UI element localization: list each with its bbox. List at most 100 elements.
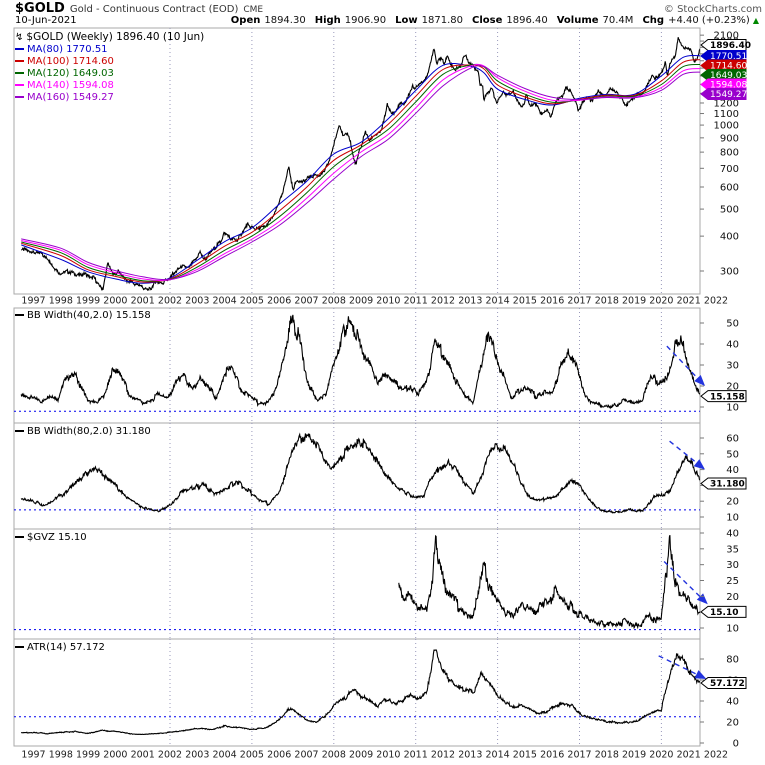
- x-axis-year-label: 2021: [677, 296, 701, 307]
- svg-text:1594.08: 1594.08: [710, 81, 747, 91]
- x-axis-year-label: 2003: [185, 750, 209, 761]
- panel-border: [13, 528, 701, 640]
- ma100-color-swatch: [15, 60, 24, 62]
- legend-item-ma80: MA(80) 1770.51: [15, 44, 204, 56]
- y-axis-label: 300: [720, 267, 739, 278]
- x-axis-year-label: 2009: [349, 296, 373, 307]
- quote-row: 10-Jun-2021 Open 1894.30 High 1906.90 Low 187…: [15, 15, 759, 26]
- quote-value: 1906.90: [344, 15, 387, 26]
- svg-text:57.172: 57.172: [710, 679, 745, 689]
- series-line--gvz: [398, 534, 700, 630]
- x-axis-year-label: 2006: [267, 296, 291, 307]
- exchange-label: CME: [243, 5, 264, 15]
- x-axis-year-label: 2016: [540, 750, 564, 761]
- quote-label: Chg: [642, 15, 665, 26]
- y-axis-label: 10: [726, 624, 739, 635]
- x-axis-year-label: 2000: [103, 296, 127, 307]
- x-axis-year-label: 2012: [431, 750, 455, 761]
- quote-label: Close: [471, 15, 503, 26]
- ma160-color-swatch: [15, 96, 24, 98]
- x-axis-year-label: 2019: [622, 750, 646, 761]
- x-axis-year-label: 2005: [240, 750, 264, 761]
- trend-arrow-head: [694, 670, 707, 679]
- ma160-value: 1549.27: [72, 92, 114, 103]
- x-axis-year-label: 2010: [376, 296, 400, 307]
- x-axis-year-label: 2006: [267, 750, 291, 761]
- x-axis-year-label: 2020: [649, 750, 673, 761]
- x-axis-year-label: 2002: [158, 296, 182, 307]
- ma120-color-swatch: [15, 72, 24, 74]
- quote-value: +4.40 (+0.23%): [668, 15, 750, 26]
- x-axis-year-label: 2015: [513, 296, 537, 307]
- ma140-value: 1594.08: [72, 80, 114, 91]
- ma100-value: 1714.60: [72, 56, 114, 67]
- x-axis-year-label: 2002: [158, 750, 182, 761]
- main-chart-legend: ↯ $GOLD (Weekly) 1896.40 (10 Jun) MA(80) …: [15, 29, 204, 104]
- series-line-bb-width-80-2-0-: [20, 432, 700, 514]
- x-axis-year-label: 1997: [21, 750, 45, 761]
- y-axis-label: 80: [726, 655, 739, 666]
- chart-date: 10-Jun-2021: [15, 15, 77, 26]
- x-axis-year-label: 2022: [704, 750, 728, 761]
- ma80-label: MA(80): [27, 44, 63, 55]
- trend-arrow-line: [666, 345, 698, 379]
- y-axis-label: 600: [720, 182, 739, 193]
- quote-bar: Open 1894.30 High 1906.90 Low 1871.80 Close 189…: [222, 15, 759, 26]
- chart-header: $GOLD Gold - Continuous Contract (EOD) C…: [15, 1, 762, 16]
- svg-text:15.10: 15.10: [710, 608, 738, 618]
- x-axis-year-label: 2011: [404, 750, 428, 761]
- series-line-ma-80-: [21, 54, 700, 284]
- svg-text:1770.51: 1770.51: [710, 52, 747, 62]
- y-axis-label: 30: [726, 560, 739, 571]
- trend-arrow-line: [658, 655, 697, 675]
- bbwidth40-value: 15.158: [115, 310, 151, 321]
- legend-item-ma100: MA(100) 1714.60: [15, 56, 204, 68]
- panel-border: [13, 307, 701, 424]
- series-line-bb-width-40-2-0-: [20, 314, 700, 410]
- x-axis-year-label: 2009: [349, 750, 373, 761]
- y-axis-label: 0: [733, 739, 739, 750]
- x-axis-year-label: 2005: [240, 296, 264, 307]
- x-axis-year-label: 2019: [622, 296, 646, 307]
- y-axis-label: 50: [726, 449, 739, 460]
- x-axis-year-label: 2008: [322, 296, 346, 307]
- x-axis-year-label: 2021: [677, 750, 701, 761]
- x-axis-year-label: 2015: [513, 750, 537, 761]
- y-axis-label: 20: [726, 382, 739, 393]
- legend-item-ma120: MA(120) 1649.03: [15, 68, 204, 80]
- y-axis-label: 800: [720, 148, 739, 159]
- ma140-color-swatch: [15, 84, 24, 86]
- ma120-label: MA(120): [27, 68, 70, 79]
- x-axis-year-label: 1998: [49, 750, 73, 761]
- x-axis-year-label: 2016: [540, 296, 564, 307]
- gvz-color-swatch: [15, 536, 24, 538]
- svg-text:15.158: 15.158: [710, 392, 745, 402]
- panel-border: [13, 27, 701, 295]
- bbwidth40-legend: BB Width(40,2.0) 15.158: [15, 310, 151, 322]
- chart-tool-icon[interactable]: ↯: [15, 32, 24, 43]
- atr-color-swatch: [15, 646, 24, 648]
- axis-value-bubble: 1896.40: [700, 39, 751, 51]
- ma140-label: MA(140): [27, 80, 70, 91]
- y-axis-label: 40: [726, 697, 739, 708]
- ma100-label: MA(100): [27, 56, 70, 67]
- atr-label: ATR(14): [27, 642, 67, 653]
- x-axis-year-label: 2018: [595, 750, 619, 761]
- x-axis-year-label: 2012: [431, 296, 455, 307]
- y-axis-label: 700: [720, 164, 739, 175]
- y-axis-label: 50: [726, 319, 739, 330]
- x-axis-year-label: 2008: [322, 750, 346, 761]
- x-axis-year-label: 2013: [458, 750, 482, 761]
- quote-value: 1871.80: [421, 15, 463, 26]
- quote-value: 1896.40: [506, 15, 548, 26]
- y-axis-label: 40: [726, 528, 739, 539]
- trend-arrow-head: [693, 459, 706, 470]
- series-line-ma-100-: [21, 59, 700, 283]
- axis-value-bubble: 1549.27: [700, 88, 747, 100]
- quote-value: 70.4M: [602, 15, 634, 26]
- quote-value: 1894.30: [264, 15, 306, 26]
- x-axis-year-label: 2001: [131, 296, 155, 307]
- y-axis-label: 20: [726, 592, 739, 603]
- svg-text:31.180: 31.180: [710, 480, 745, 490]
